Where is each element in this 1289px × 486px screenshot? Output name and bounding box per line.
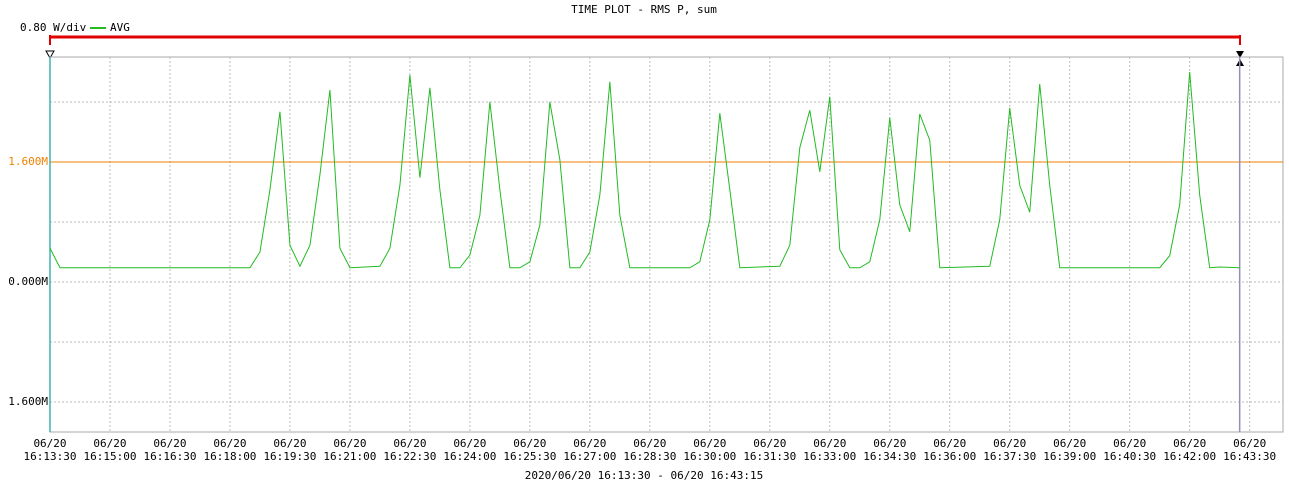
y-tick-label: 0.000M [8, 275, 48, 288]
x-tick-date: 06/20 [1113, 437, 1146, 450]
x-tick-time: 16:31:30 [743, 450, 796, 463]
x-tick-time: 16:36:00 [923, 450, 976, 463]
x-tick-date: 06/20 [393, 437, 426, 450]
cursor-marker[interactable] [45, 50, 55, 60]
x-tick-time: 16:18:00 [203, 450, 256, 463]
x-tick-time: 16:43:30 [1223, 450, 1276, 463]
x-tick-time: 16:28:30 [623, 450, 676, 463]
x-tick-time: 16:33:00 [803, 450, 856, 463]
x-tick-time: 16:25:30 [503, 450, 556, 463]
x-tick-date: 06/20 [33, 437, 66, 450]
x-tick-date: 06/20 [273, 437, 306, 450]
x-tick-time: 16:37:30 [983, 450, 1036, 463]
x-tick-time: 16:40:30 [1103, 450, 1156, 463]
x-tick-date: 06/20 [1233, 437, 1266, 450]
x-tick-date: 06/20 [693, 437, 726, 450]
range-label: 2020/06/20 16:13:30 - 06/20 16:43:15 [525, 469, 763, 482]
legend-label: AVG [110, 21, 130, 34]
x-tick-date: 06/20 [873, 437, 906, 450]
x-tick-date: 06/20 [453, 437, 486, 450]
x-tick-time: 16:34:30 [863, 450, 916, 463]
x-tick-time: 16:15:00 [83, 450, 136, 463]
x-tick-time: 16:39:00 [1043, 450, 1096, 463]
x-tick-time: 16:16:30 [143, 450, 196, 463]
x-tick-date: 06/20 [333, 437, 366, 450]
scale-label: 0.80 W/div [20, 21, 87, 34]
x-tick-date: 06/20 [1173, 437, 1206, 450]
x-tick-time: 16:30:00 [683, 450, 736, 463]
x-tick-date: 06/20 [573, 437, 606, 450]
series-line [49, 71, 1240, 269]
x-tick-time: 16:42:00 [1163, 450, 1216, 463]
x-tick-date: 06/20 [753, 437, 786, 450]
x-tick-date: 06/20 [93, 437, 126, 450]
x-tick-time: 16:19:30 [263, 450, 316, 463]
x-tick-time: 16:24:00 [443, 450, 496, 463]
y-tick-label: 1.600M [8, 155, 48, 168]
x-tick-time: 16:27:00 [563, 450, 616, 463]
x-tick-date: 06/20 [993, 437, 1026, 450]
chart-title: TIME PLOT - RMS P, sum [571, 3, 717, 16]
x-tick-date: 06/20 [933, 437, 966, 450]
x-tick-date: 06/20 [813, 437, 846, 450]
x-tick-time: 16:22:30 [383, 450, 436, 463]
x-tick-time: 16:21:00 [323, 450, 376, 463]
x-tick-date: 06/20 [213, 437, 246, 450]
x-tick-date: 06/20 [513, 437, 546, 450]
x-tick-date: 06/20 [633, 437, 666, 450]
cursor-marker[interactable] [1236, 51, 1244, 58]
y-tick-label: - 1.600M [0, 395, 48, 408]
x-tick-date: 06/20 [1053, 437, 1086, 450]
x-tick-date: 06/20 [153, 437, 186, 450]
x-tick-time: 16:13:30 [24, 450, 77, 463]
